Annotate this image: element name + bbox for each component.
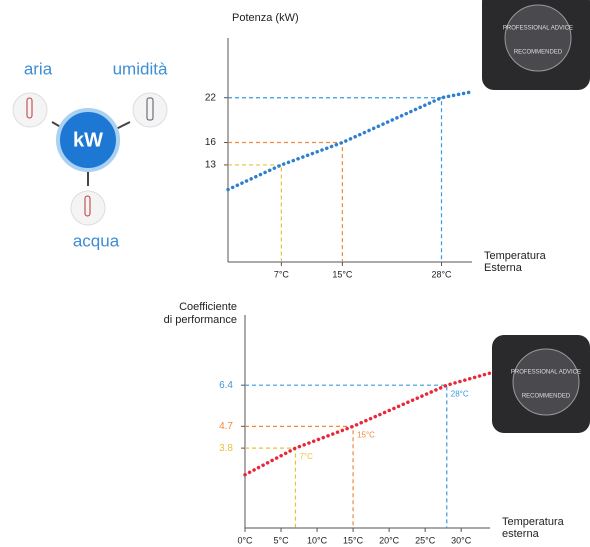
data-line: [243, 371, 492, 477]
product-image: PROFESSIONAL ADVICE RECOMMENDED: [492, 335, 590, 433]
y-axis-title: Coefficiente: [179, 301, 237, 313]
badge: [504, 4, 572, 72]
thermometer: [26, 97, 33, 119]
y-axis-title: Potenza (kW): [232, 12, 299, 24]
input-diagram: aria umidità acqua kW: [12, 59, 168, 250]
x-tick-label: 28°C: [431, 269, 452, 279]
x-tick-label: 7°C: [274, 269, 290, 279]
x-tick-label: 15°C: [343, 535, 364, 545]
hygrometer-icon: [132, 92, 168, 128]
y-tick-label: 3.8: [219, 443, 233, 454]
thermometer-icon: [70, 190, 106, 226]
x-tick-label: 10°C: [307, 535, 328, 545]
guide-line: [245, 384, 448, 528]
x-axis-title: Temperatura: [484, 250, 547, 262]
badge-text: PROFESSIONAL ADVICE: [503, 26, 573, 32]
input-label: umidità: [113, 59, 168, 78]
input-label: aria: [24, 59, 53, 78]
x-axis-title: esterna: [502, 528, 540, 540]
guide-line: [245, 447, 297, 528]
x-tick-label: 30°C: [451, 535, 472, 545]
guide-line: [228, 164, 282, 262]
x-tick-label: 0°C: [237, 535, 253, 545]
x-tick-label: 25°C: [415, 535, 436, 545]
badge-text: RECOMMENDED: [514, 50, 563, 56]
badge-text: RECOMMENDED: [522, 394, 571, 400]
y-tick-label: 22: [205, 92, 217, 103]
hygrometer: [146, 97, 154, 121]
guide-label: 28°C: [451, 389, 469, 398]
guide-label: 15°C: [357, 430, 375, 439]
data-line: [226, 90, 474, 192]
thermometer: [84, 195, 91, 217]
x-tick-label: 20°C: [379, 535, 400, 545]
x-tick-label: 5°C: [273, 535, 289, 545]
y-tick-label: 13: [205, 160, 217, 171]
input-label: acqua: [73, 231, 120, 250]
x-tick-label: 15°C: [332, 269, 353, 279]
thermometer-icon: [12, 92, 48, 128]
y-tick-label: 6.4: [219, 380, 233, 391]
badge-text: PROFESSIONAL ADVICE: [511, 370, 581, 376]
guide-line: [228, 141, 343, 262]
y-tick-label: 4.7: [219, 421, 233, 432]
x-axis-title: Esterna: [484, 262, 523, 274]
center-label: kW: [73, 129, 103, 151]
guide-label: 7°C: [299, 452, 313, 461]
y-tick-label: 16: [205, 137, 217, 148]
guide-line: [245, 425, 354, 528]
guide-line: [228, 97, 443, 262]
y-axis-title: di performance: [164, 314, 237, 326]
badge: [512, 348, 580, 416]
product-image: PROFESSIONAL ADVICE RECOMMENDED: [482, 0, 590, 90]
kw-circle: [56, 108, 120, 172]
x-axis-title: Temperatura: [502, 516, 565, 528]
